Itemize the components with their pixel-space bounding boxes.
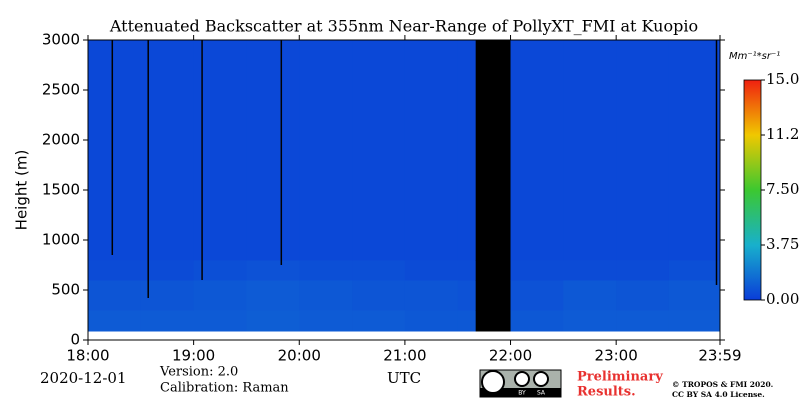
heatmap-cell — [352, 40, 406, 261]
heatmap-cell — [246, 280, 300, 311]
y-tick-label: 1000 — [42, 231, 80, 249]
by-icon — [514, 371, 530, 387]
heatmap-cell — [299, 280, 353, 311]
heatmap-cell — [510, 40, 564, 261]
y-tick-label: 3000 — [42, 31, 80, 49]
heatmap-cell — [88, 40, 142, 261]
heatmap-cell — [563, 40, 617, 261]
date: 2020-12-01 — [40, 369, 126, 387]
colorbar-tick-label: 7.50 — [766, 180, 799, 198]
colorbar-label: Mm⁻¹*sr⁻¹ — [729, 51, 780, 62]
heatmap-cell — [616, 260, 670, 281]
x-tick-label: 20:00 — [278, 347, 321, 365]
heatmap-cell — [193, 280, 247, 311]
heatmap-cell — [299, 40, 353, 261]
copyright: CC BY SA 4.0 License. — [672, 390, 765, 399]
colorbar — [743, 79, 762, 301]
heatmap-cell — [299, 310, 353, 332]
heatmap-cell — [246, 310, 300, 332]
heatmap-cell — [616, 280, 670, 311]
heatmap-cell — [668, 310, 721, 332]
heatmap-cell — [616, 40, 670, 261]
heatmap-cell — [404, 40, 459, 261]
heatmap-cell — [193, 260, 247, 281]
heatmap-cell — [246, 40, 300, 261]
heatmap-cell — [457, 280, 477, 311]
heatmap-cell — [510, 260, 564, 281]
heatmap-cell — [510, 310, 564, 332]
heatmap-cell — [510, 280, 564, 311]
x-tick-label: 19:00 — [172, 347, 215, 365]
calibration: Calibration: Raman — [160, 381, 289, 396]
heatmap-cell — [352, 260, 406, 281]
heatmap-cell — [299, 260, 353, 281]
y-tick-label: 1500 — [42, 181, 80, 199]
license-badge: BY SA — [479, 369, 562, 398]
heatmap-cell — [88, 310, 142, 332]
colorbar-tick-label: 0.00 — [766, 290, 799, 308]
y-tick-label: 500 — [51, 281, 80, 299]
x-axis-label: UTC — [387, 369, 421, 387]
y-tick-label: 2000 — [42, 131, 80, 149]
preliminary: Preliminary — [577, 370, 663, 385]
x-tick-label: 23:00 — [595, 347, 638, 365]
chart-title: Attenuated Backscatter at 355nm Near-Ran… — [109, 17, 698, 36]
copyright: © TROPOS & FMI 2020. — [672, 380, 773, 389]
badge-sa: SA — [537, 390, 546, 397]
heatmap-cell — [668, 40, 721, 261]
x-tick-label: 18:00 — [66, 347, 109, 365]
heatmap-cell — [475, 280, 512, 311]
heatmap-cell — [457, 40, 477, 261]
heatmap-cell — [668, 260, 721, 281]
heatmap-cell — [140, 310, 195, 332]
heatmap-cell — [404, 260, 459, 281]
heatmap-cell — [668, 280, 721, 311]
heatmap-cell — [140, 260, 195, 281]
heatmap-cell — [140, 40, 195, 261]
y-tick-label: 2500 — [42, 81, 80, 99]
cc-icon — [481, 370, 505, 394]
heatmap-cell — [352, 280, 406, 311]
version: Version: 2.0 — [159, 365, 238, 380]
heatmap-cell — [140, 280, 195, 311]
x-tick-label: 23:59 — [698, 347, 741, 365]
heatmap-cell — [457, 310, 477, 332]
heatmap-cell — [246, 260, 300, 281]
colorbar-tick-label: 15.00 — [766, 70, 800, 88]
preliminary: Results. — [577, 385, 636, 400]
sa-icon — [533, 371, 549, 387]
badge-by: BY — [518, 390, 526, 397]
heatmap-cell — [457, 260, 477, 281]
heatmap-cell — [563, 310, 617, 332]
heatmap-cell — [475, 310, 512, 332]
heatmap-cell — [404, 280, 459, 311]
heatmap-cell — [616, 310, 670, 332]
y-tick-label: 0 — [70, 331, 80, 349]
heatmap-cell — [475, 40, 512, 261]
heatmap-cell — [563, 280, 617, 311]
heatmap-cell — [404, 310, 459, 332]
heatmap-cell — [88, 280, 142, 311]
heatmap-cell — [88, 260, 142, 281]
x-tick-label: 22:00 — [489, 347, 532, 365]
heatmap-cell — [193, 310, 247, 332]
heatmap-cell — [352, 310, 406, 332]
colorbar-tick-label: 3.75 — [766, 235, 799, 253]
badge-strip — [480, 388, 561, 397]
colorbar-tick-label: 11.25 — [766, 125, 800, 143]
heatmap-cell — [563, 260, 617, 281]
x-tick-label: 21:00 — [383, 347, 426, 365]
heatmap-cell — [475, 260, 512, 281]
y-axis-label: Height (m) — [13, 150, 31, 231]
